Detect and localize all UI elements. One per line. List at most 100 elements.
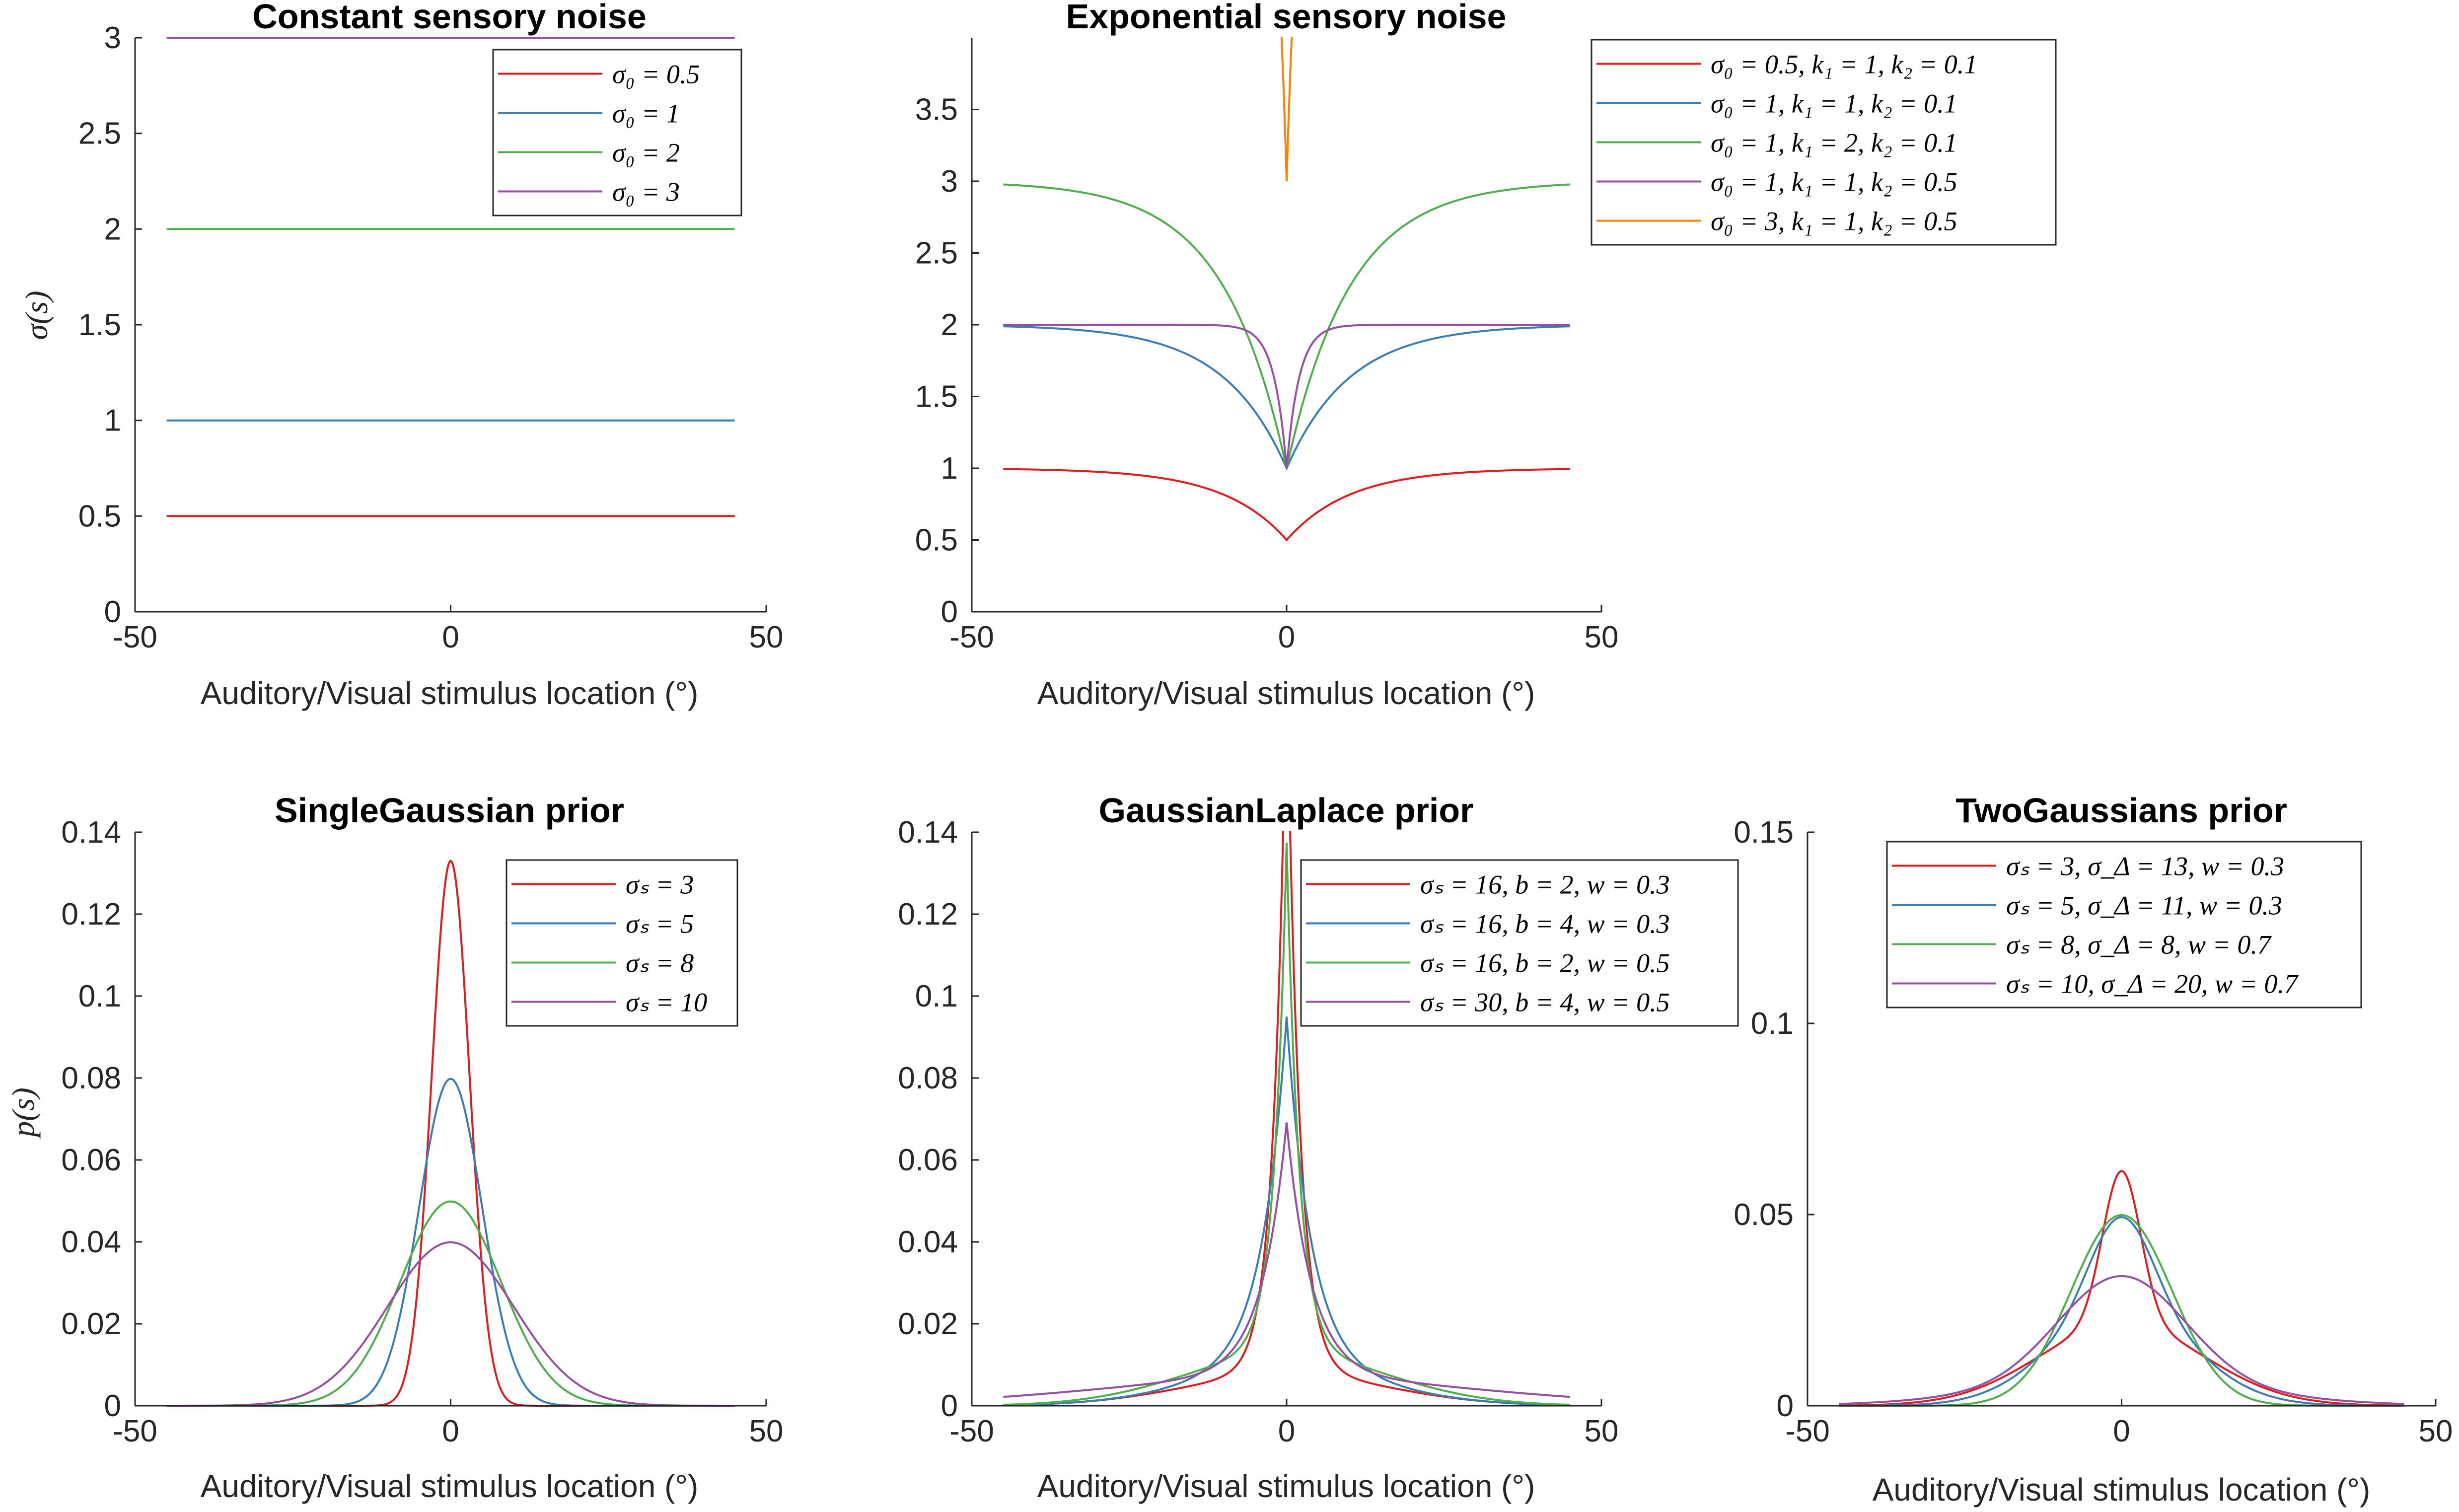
y-tick-label: 1 [104,404,121,438]
x-tick-label: -50 [949,620,994,654]
legend: σₛ = 3 σₛ = 5 σₛ = 8 σₛ = 10 [506,859,738,1027]
y-tick-label: 0.06 [898,1143,958,1177]
legend-entry: σₛ = 10, σ_Δ = 20, w = 0.7 [2006,969,2299,999]
y-tick-label: 0.12 [61,897,121,932]
x-tick-label: -50 [113,620,157,654]
legend-box [506,859,738,1027]
y-tick-label: 2 [104,212,121,246]
x-tick-label: 0 [442,620,459,654]
y-tick-label: 3 [941,164,958,199]
series-line-3 [1003,842,1570,1406]
legend-entry: σₛ = 16, b = 2, w = 0.3 [1420,870,1670,900]
chart-title: Exponential sensory noise [1066,0,1507,36]
chart-title: SingleGaussian prior [275,791,624,830]
x-tick-label: 50 [749,620,784,654]
x-tick-label: 50 [1585,1414,1619,1448]
legend-entry: σ₀ = 1 [612,99,680,129]
y-tick-label: 0.12 [898,897,958,932]
legend-box [1886,841,2362,1008]
x-tick-label: 50 [2419,1414,2453,1448]
y-tick-label: 0 [941,1389,958,1423]
y-tick-label: 2.5 [78,117,121,151]
chart-exponential-noise: Exponential sensory noise Auditory/Visua… [1037,0,1535,711]
legend-entry: σₛ = 5, σ_Δ = 11, w = 0.3 [2006,891,2282,921]
x-axis-label: Auditory/Visual stimulus location (°) [1037,675,1535,711]
x-tick-label: -50 [949,1414,994,1448]
legend-entry: σₛ = 30, b = 4, w = 0.5 [1420,988,1670,1017]
x-tick-label: 50 [1585,620,1619,654]
y-tick-label: 2 [941,308,958,342]
y-tick-label: 0.04 [898,1225,958,1259]
series-line-1 [1003,468,1570,542]
legend: σ₀ = 0.5 σ₀ = 1 σ₀ = 2 σ₀ = 3 [492,49,742,216]
chart-title: GaussianLaplace prior [1099,791,1474,830]
y-tick-label: 0 [1777,1389,1794,1423]
legend-entry: σₛ = 8 [626,948,694,978]
y-tick-label: 0.08 [61,1061,121,1095]
x-tick-label: -50 [1785,1414,1830,1448]
legend-box [492,49,742,216]
y-tick-label: 3.5 [915,93,958,127]
y-axis-label-text: σ(s) [19,290,54,340]
legend-entry: σₛ = 5 [626,909,694,939]
y-tick-label: 0.5 [78,499,121,533]
y-tick-label: 0.5 [915,523,958,558]
y-tick-label: 3 [104,21,121,55]
chart-two-gaussians-prior: TwoGaussians prior Auditory/Visual stimu… [1873,791,2371,1508]
x-axis-label: Auditory/Visual stimulus location (°) [201,675,699,711]
y-tick-label: 0.02 [898,1307,958,1341]
legend-entry: σ₀ = 3 [612,177,680,207]
series-line-4 [1003,1122,1570,1398]
series-line-4 [1003,324,1570,469]
legend-entry: σ₀ = 2 [612,138,680,168]
y-tick-label: 1 [941,451,958,486]
y-tick-label: 1.5 [78,308,121,342]
legend: σₛ = 3, σ_Δ = 13, w = 0.3 σₛ = 5, σ_Δ = 1… [1886,841,2362,1008]
chart-single-gaussian-prior: SingleGaussian prior p(s) Auditory/Visua… [5,791,698,1504]
y-tick-label: 0.14 [61,815,121,850]
legend: σₛ = 16, b = 2, w = 0.3 σₛ = 16, b = 4, w… [1300,859,1739,1027]
series-line-1 [1839,1170,2404,1407]
chart-title: TwoGaussians prior [1955,791,2287,830]
series-line-2 [1003,1016,1570,1406]
x-axis-label: Auditory/Visual stimulus location (°) [1037,1468,1535,1504]
y-tick-label: 0 [104,595,121,629]
y-tick-label: 0.1 [915,979,958,1013]
legend-entry: σₛ = 16, b = 2, w = 0.5 [1420,948,1670,978]
y-tick-label: 0.1 [1751,1007,1794,1041]
x-tick-label: -50 [113,1414,157,1448]
legend-box [1300,859,1739,1027]
legend-entry: σₛ = 3, σ_Δ = 13, w = 0.3 [2006,852,2284,881]
y-axis-label: σ(s) [19,290,54,340]
legend-entry: σₛ = 8, σ_Δ = 8, w = 0.7 [2006,930,2272,960]
x-tick-label: 0 [1278,1414,1295,1448]
y-tick-label: 0.04 [61,1225,121,1259]
y-tick-label: 0.1 [78,979,121,1013]
series-line-4 [1839,1275,2404,1405]
y-tick-label: 0.15 [1734,815,1794,850]
y-axis-label-text: p(s) [5,1087,41,1139]
y-tick-label: 1.5 [915,380,958,414]
legend: σ₀ = 0.5, k₁ = 1, k₂ = 0.1 σ₀ = 1, k₁ = 1… [1591,39,2057,246]
y-tick-label: 0.06 [61,1143,121,1177]
legend-entry: σₛ = 10 [626,988,707,1017]
legend-entry: σ₀ = 1, k₁ = 1, k₂ = 0.1 [1711,89,1957,119]
x-axis-label: Auditory/Visual stimulus location (°) [201,1468,699,1504]
legend-entry: σ₀ = 0.5 [612,60,700,89]
x-tick-label: 0 [442,1414,459,1448]
y-tick-label: 0.08 [898,1061,958,1095]
chart-title: Constant sensory noise [252,0,647,36]
x-tick-label: 0 [1278,620,1295,654]
y-tick-label: 0.14 [898,815,958,850]
chart-gaussian-laplace-prior: GaussianLaplace prior Auditory/Visual st… [1037,791,1535,1504]
legend-entry: σₛ = 3 [626,870,694,900]
legend-entry: σₛ = 16, b = 4, w = 0.3 [1420,909,1670,939]
series-line-5 [1280,37,1293,182]
legend-entry: σ₀ = 1, k₁ = 2, k₂ = 0.1 [1711,128,1957,158]
